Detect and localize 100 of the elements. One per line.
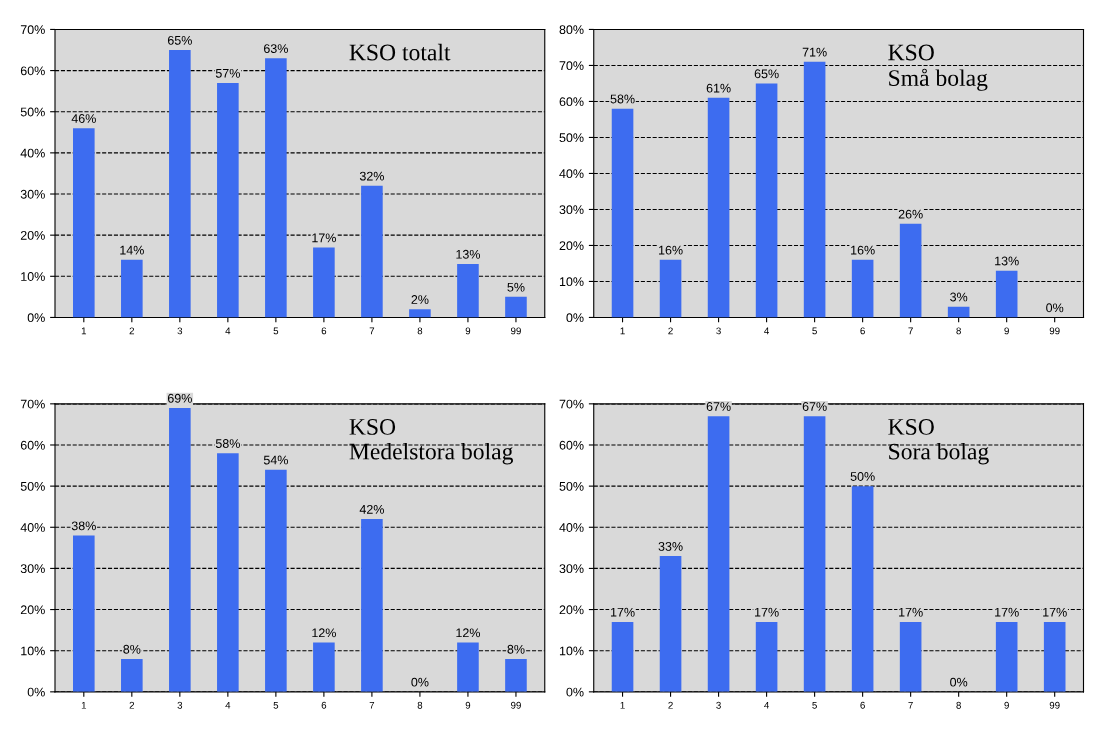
x-tick-label: 2 <box>668 701 673 709</box>
data-label: 2% <box>411 295 429 304</box>
bar <box>611 621 634 692</box>
data-label: 26% <box>898 209 923 219</box>
bar <box>803 416 826 692</box>
y-tick-label: 80% <box>559 25 584 35</box>
x-tick-label: 2 <box>129 701 135 709</box>
x-tick-label: 5 <box>812 327 817 335</box>
x-tick-label: 9 <box>465 701 471 709</box>
bar <box>755 621 778 692</box>
text: KSO Små bolag <box>888 44 988 91</box>
y-tick-label: 60% <box>559 440 584 450</box>
x-tick-label: 8 <box>417 327 423 335</box>
data-label: 13% <box>456 249 480 259</box>
x-tick-label: 4 <box>764 327 770 335</box>
x-tick-label: 1 <box>620 327 625 335</box>
x-tick-label: 8 <box>956 701 961 709</box>
bar <box>851 259 874 318</box>
bar <box>659 259 682 318</box>
y-tick-label: 70% <box>559 61 584 71</box>
bar <box>755 83 778 318</box>
x-tick-label: 3 <box>177 701 183 709</box>
data-label: 58% <box>215 439 240 448</box>
x-tick-label: 7 <box>369 327 375 335</box>
bar <box>169 50 191 318</box>
y-tick-label: 60% <box>20 440 45 450</box>
data-label: 17% <box>1043 607 1067 617</box>
data-label: 17% <box>995 607 1019 617</box>
data-label: 54% <box>263 455 288 465</box>
x-tick-label: 5 <box>273 327 279 335</box>
x-tick-label: 1 <box>81 701 87 709</box>
bar <box>899 621 922 692</box>
data-label: 0% <box>411 677 429 687</box>
data-label: 65% <box>754 69 779 79</box>
data-label: 17% <box>312 233 336 243</box>
bar <box>313 642 335 692</box>
bar <box>265 469 287 692</box>
bar <box>947 306 970 318</box>
data-label: 50% <box>850 472 875 481</box>
data-label: 71% <box>802 47 827 57</box>
bar <box>73 535 95 692</box>
x-tick-label: 6 <box>860 701 865 709</box>
x-tick-label: 4 <box>225 327 231 335</box>
y-tick-label: 10% <box>21 272 45 281</box>
data-label: 3% <box>950 292 968 302</box>
data-label: 17% <box>610 607 635 617</box>
data-label: 17% <box>755 607 779 617</box>
y-tick-label: 30% <box>20 189 45 199</box>
x-tick-label: 9 <box>1004 327 1009 335</box>
chart-title: KSO totalt <box>349 43 451 61</box>
data-label: 8% <box>123 644 141 654</box>
x-tick-label: 99 <box>511 327 521 335</box>
x-tick-label: 2 <box>668 327 673 335</box>
y-tick-label: 10% <box>559 646 584 656</box>
bar <box>707 416 730 692</box>
x-tick-label: 4 <box>225 701 231 709</box>
x-tick-label: 3 <box>716 327 721 335</box>
bar <box>217 453 239 692</box>
data-label: 57% <box>215 68 240 78</box>
data-label: 42% <box>359 504 384 514</box>
x-tick-label: 8 <box>417 701 423 709</box>
x-tick-label: 9 <box>1004 701 1009 709</box>
y-tick-label: 20% <box>20 230 45 240</box>
x-tick-label: 6 <box>860 327 865 335</box>
data-label: 12% <box>312 628 336 638</box>
y-tick-label: 0% <box>566 313 584 323</box>
data-label: 67% <box>802 402 827 411</box>
y-tick-label: 60% <box>20 66 45 76</box>
y-tick-label: 10% <box>559 277 584 287</box>
x-tick-label: 5 <box>812 701 817 709</box>
x-tick-label: 6 <box>321 701 327 709</box>
data-label: 0% <box>1046 303 1064 313</box>
bar <box>1043 621 1066 692</box>
data-label: 17% <box>899 607 923 617</box>
y-tick-label: 30% <box>559 205 584 215</box>
y-tick-label: 70% <box>559 399 584 409</box>
y-tick-label: 30% <box>20 564 45 574</box>
data-label: 32% <box>359 171 384 181</box>
bar <box>121 658 143 692</box>
y-tick-label: 50% <box>559 133 584 143</box>
x-tick-label: 6 <box>321 327 327 335</box>
x-tick-label: 3 <box>177 327 183 335</box>
bar <box>217 82 239 318</box>
y-tick-label: 40% <box>559 523 584 532</box>
x-tick-label: 99 <box>1049 327 1060 335</box>
data-label: 5% <box>507 282 525 292</box>
x-tick-label: 4 <box>764 701 770 709</box>
y-tick-label: 0% <box>27 313 45 323</box>
bar <box>803 61 826 318</box>
x-tick-label: 5 <box>273 701 279 709</box>
data-label: 16% <box>851 245 875 255</box>
y-tick-label: 20% <box>559 605 584 615</box>
bar <box>457 642 479 692</box>
x-tick-label: 7 <box>908 327 913 335</box>
y-tick-label: 70% <box>20 399 45 409</box>
y-tick-label: 0% <box>566 687 584 697</box>
x-tick-label: 99 <box>511 701 521 709</box>
y-tick-label: 0% <box>27 687 45 697</box>
bar <box>361 185 383 318</box>
bar <box>899 223 922 318</box>
